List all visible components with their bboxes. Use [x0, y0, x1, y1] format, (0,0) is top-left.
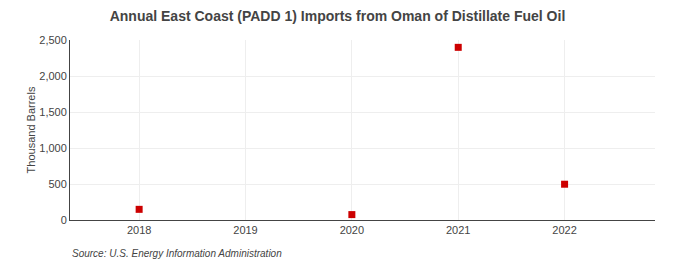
svg-text:Source: U.S. Energy Informatio: Source: U.S. Energy Information Administ… — [72, 248, 282, 259]
svg-text:1,000: 1,000 — [39, 142, 67, 154]
svg-text:2021: 2021 — [446, 224, 470, 236]
svg-text:2018: 2018 — [127, 224, 151, 236]
svg-text:2022: 2022 — [552, 224, 576, 236]
svg-text:Thousand Barrels: Thousand Barrels — [25, 86, 37, 173]
svg-text:500: 500 — [48, 178, 66, 190]
svg-text:Annual East Coast (PADD 1) Imp: Annual East Coast (PADD 1) Imports from … — [110, 8, 566, 24]
svg-text:2,000: 2,000 — [39, 70, 67, 82]
svg-text:1,500: 1,500 — [39, 106, 67, 118]
svg-text:2,500: 2,500 — [39, 34, 67, 46]
svg-text:2020: 2020 — [340, 224, 364, 236]
svg-text:0: 0 — [61, 214, 67, 226]
svg-text:2019: 2019 — [233, 224, 257, 236]
